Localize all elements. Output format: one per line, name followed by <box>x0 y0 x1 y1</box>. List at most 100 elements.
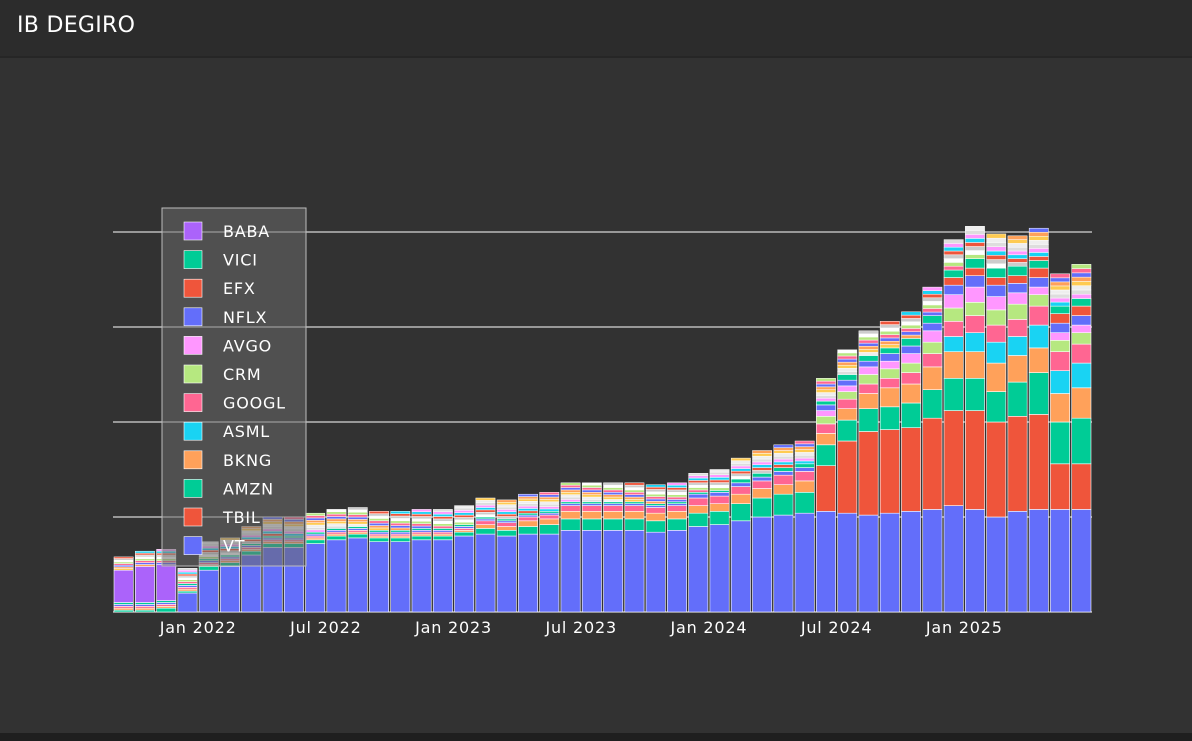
bar-segment-avgo[interactable] <box>858 366 879 375</box>
bar-segment-amzn[interactable] <box>347 533 368 539</box>
bar-segment-other[interactable] <box>645 496 666 500</box>
bar-segment-amzn[interactable] <box>603 518 624 531</box>
bar-segment-other[interactable] <box>135 560 155 563</box>
bar-segment-amzn[interactable] <box>411 535 432 541</box>
legend-label-baba[interactable]: BABA <box>223 222 270 241</box>
bar-segment-avgo[interactable] <box>922 330 943 343</box>
bar-segment-other[interactable] <box>879 344 900 349</box>
bar-segment-other[interactable] <box>347 523 368 527</box>
legend-swatch-vt[interactable] <box>183 536 203 555</box>
bar-segment-googl[interactable] <box>1071 343 1092 364</box>
bar-segment-other[interactable] <box>816 378 836 382</box>
bar-segment-other[interactable] <box>1028 244 1049 249</box>
bar-segment-googl[interactable] <box>667 505 687 512</box>
bar-segment-other[interactable] <box>113 556 134 559</box>
bar-segment-other[interactable] <box>326 523 347 527</box>
bar-segment-tbil[interactable] <box>1050 463 1071 510</box>
bar-segment-other[interactable] <box>177 569 198 573</box>
bar-segment-amzn[interactable] <box>560 518 581 531</box>
bar-segment-other[interactable] <box>496 506 517 510</box>
bar-segment-other[interactable] <box>624 489 645 493</box>
bar-segment-amzn[interactable] <box>305 539 326 544</box>
bar-segment-other[interactable] <box>1050 285 1070 291</box>
bar-segment-other[interactable] <box>390 515 411 519</box>
bar-segment-other[interactable] <box>943 246 964 252</box>
bar-segment-amzn[interactable] <box>794 491 815 514</box>
bar-segment-other[interactable] <box>837 352 858 357</box>
bar-segment-vici[interactable] <box>773 467 794 472</box>
bar-segment-other[interactable] <box>454 517 475 521</box>
bar-segment-tbil[interactable] <box>901 427 922 512</box>
bar-segment-tbil[interactable] <box>879 429 900 514</box>
bar-segment-other[interactable] <box>794 446 815 450</box>
bar-segment-amzn[interactable] <box>709 510 730 525</box>
bar-segment-vici[interactable] <box>645 503 666 506</box>
bar-segment-nflx[interactable] <box>901 345 922 354</box>
bar-segment-vici[interactable] <box>688 491 709 495</box>
bar-segment-other[interactable] <box>943 265 964 271</box>
bar-segment-other[interactable] <box>454 519 475 523</box>
bar-segment-other[interactable] <box>560 482 581 486</box>
bar-segment-vici[interactable] <box>837 374 858 381</box>
bar-segment-other[interactable] <box>667 499 687 503</box>
bar-segment-bkng[interactable] <box>624 510 645 520</box>
bar-segment-other[interactable] <box>858 333 879 338</box>
bar-segment-nflx[interactable] <box>730 482 751 487</box>
bar-segment-vici[interactable] <box>496 518 517 522</box>
bar-segment-other[interactable] <box>688 482 709 486</box>
bar-segment-vici[interactable] <box>879 347 900 354</box>
bar-segment-other[interactable] <box>730 457 751 461</box>
bar-segment-vt[interactable] <box>1007 510 1028 613</box>
bar-segment-nflx[interactable] <box>965 275 985 288</box>
bar-segment-other[interactable] <box>943 262 964 267</box>
bar-segment-nflx[interactable] <box>837 379 858 387</box>
bar-segment-amzn[interactable] <box>496 529 517 537</box>
bar-segment-vt[interactable] <box>198 569 219 613</box>
bar-segment-other[interactable] <box>539 499 560 503</box>
bar-segment-other[interactable] <box>411 525 432 529</box>
bar-segment-vt[interactable] <box>454 535 475 613</box>
bar-segment-bkng[interactable] <box>1028 347 1049 373</box>
bar-segment-googl[interactable] <box>581 505 602 512</box>
bar-segment-vici[interactable] <box>901 338 922 347</box>
bar-segment-other[interactable] <box>816 392 836 396</box>
bar-segment-other[interactable] <box>305 527 326 531</box>
bar-segment-other[interactable] <box>816 389 836 393</box>
bar-segment-amzn[interactable] <box>518 526 538 535</box>
bar-segment-vt[interactable] <box>1071 509 1092 613</box>
bar-segment-other[interactable] <box>688 477 709 481</box>
bar-segment-vt[interactable] <box>794 512 815 613</box>
bar-segment-bkng[interactable] <box>986 362 1007 392</box>
bar-segment-nflx[interactable] <box>986 284 1007 297</box>
bar-segment-other[interactable] <box>794 449 815 453</box>
bar-segment-crm[interactable] <box>1028 294 1049 307</box>
bar-segment-other[interactable] <box>454 521 475 525</box>
bar-segment-bkng[interactable] <box>518 520 538 527</box>
bar-segment-nflx[interactable] <box>879 353 900 362</box>
bar-segment-avgo[interactable] <box>837 385 858 392</box>
bar-segment-amzn[interactable] <box>730 503 751 522</box>
bar-segment-other[interactable] <box>135 562 155 565</box>
bar-segment-googl[interactable] <box>858 383 879 394</box>
bar-segment-other[interactable] <box>1028 256 1049 261</box>
bar-segment-other[interactable] <box>1007 250 1028 256</box>
bar-segment-other[interactable] <box>560 494 581 498</box>
bar-segment-other[interactable] <box>496 516 517 520</box>
bar-segment-other[interactable] <box>709 469 730 473</box>
bar-segment-other[interactable] <box>773 450 794 454</box>
legend-label-efx[interactable]: EFX <box>223 279 256 298</box>
bar-segment-other[interactable] <box>475 497 496 501</box>
bar-segment-asml[interactable] <box>1071 362 1092 389</box>
bar-segment-other[interactable] <box>837 371 858 375</box>
bar-segment-other[interactable] <box>816 395 836 399</box>
bar-segment-other[interactable] <box>1050 289 1070 295</box>
bar-segment-other[interactable] <box>454 514 475 518</box>
bar-segment-other[interactable] <box>986 263 1007 269</box>
bar-segment-other[interactable] <box>986 233 1007 239</box>
bar-segment-other[interactable] <box>539 496 560 500</box>
bar-segment-vici[interactable] <box>560 501 581 504</box>
bar-segment-other[interactable] <box>752 470 773 474</box>
bar-segment-googl[interactable] <box>624 505 645 512</box>
bar-segment-bkng[interactable] <box>667 510 687 520</box>
bar-segment-other[interactable] <box>390 527 411 531</box>
